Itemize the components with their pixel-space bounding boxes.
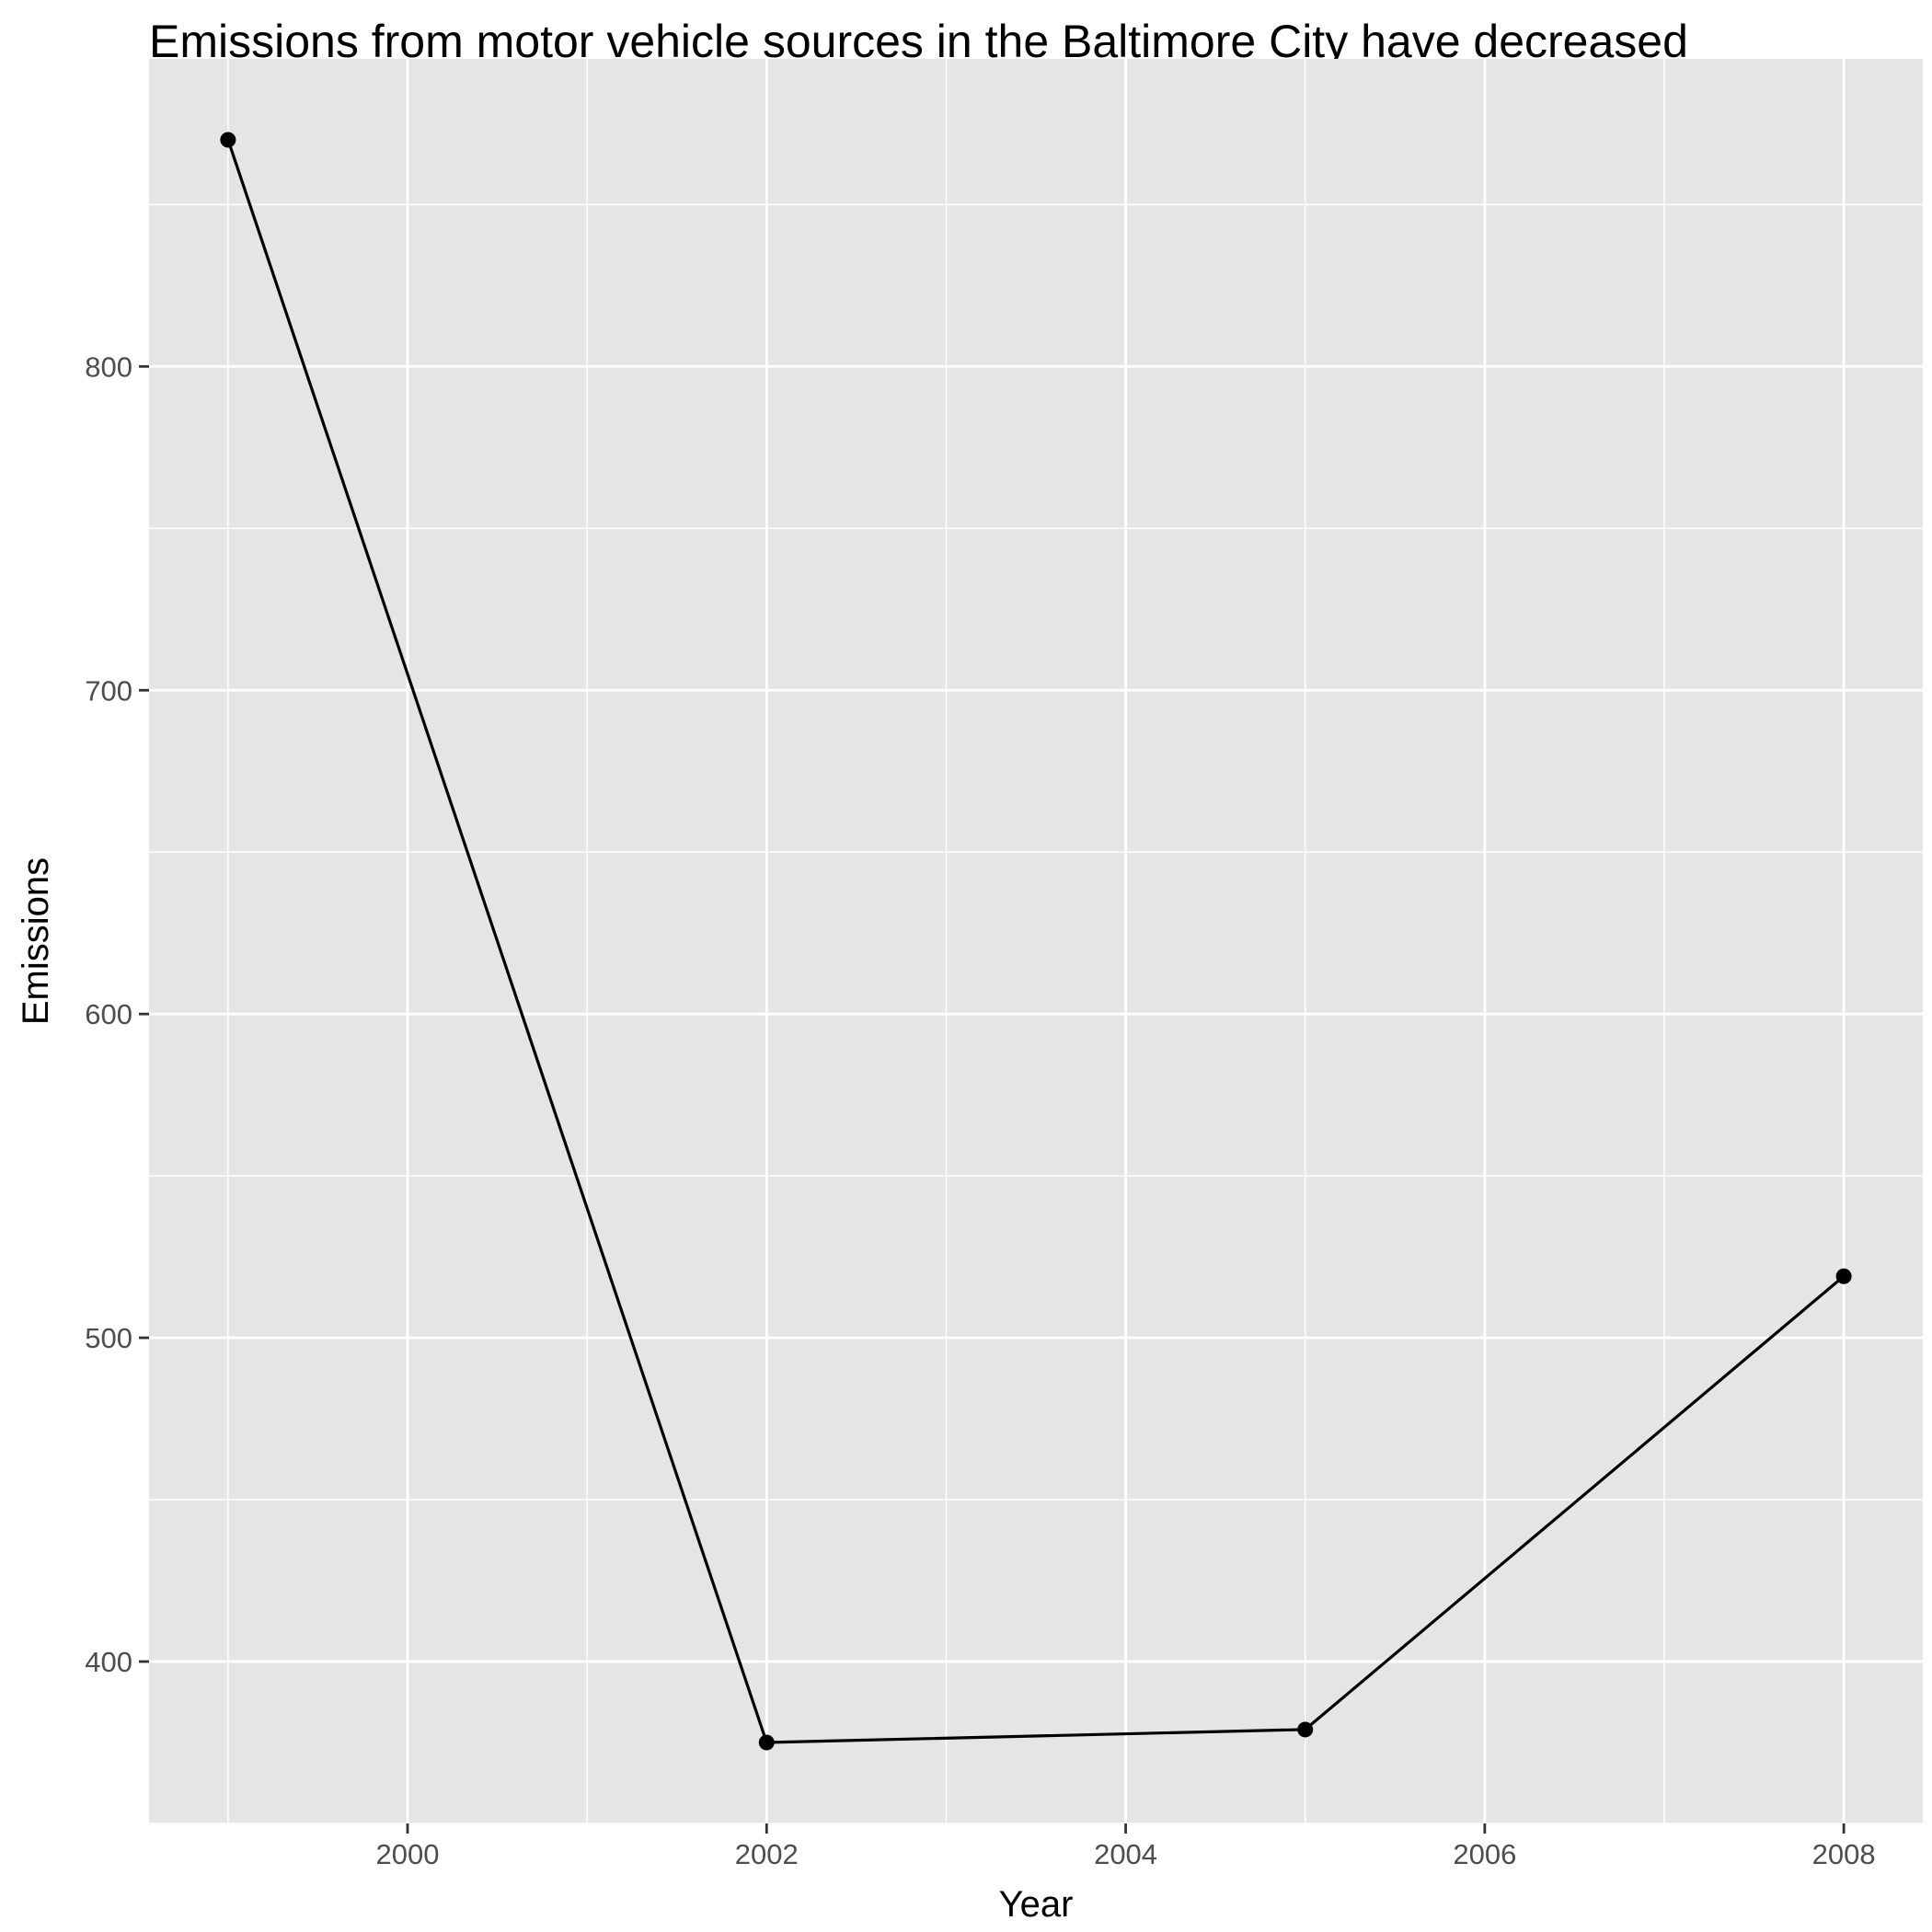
plot-panel [149, 59, 1923, 1823]
y-axis: 400 500 600 700 800 [85, 351, 149, 1678]
major-gridlines [149, 59, 1923, 1823]
y-tick-label: 600 [85, 998, 132, 1030]
series-line [226, 139, 1846, 1744]
x-tick-label: 2002 [735, 1838, 799, 1870]
x-tick-label: 2008 [1812, 1838, 1876, 1870]
x-axis-title: Year [999, 1884, 1074, 1925]
y-tick-label: 400 [85, 1646, 132, 1678]
data-point [758, 1734, 775, 1751]
series-layer [220, 132, 1852, 1751]
data-point [220, 132, 236, 148]
y-tick-label: 800 [85, 351, 132, 383]
x-tick-label: 2004 [1094, 1838, 1157, 1870]
y-tick-label: 500 [85, 1322, 132, 1354]
chart-title: Emissions from motor vehicle sources in … [149, 16, 1688, 67]
data-point [1835, 1268, 1852, 1284]
y-axis-title: Emissions [16, 857, 56, 1025]
x-axis: 2000 2002 2004 2006 2008 [376, 1823, 1876, 1870]
x-tick-label: 2000 [376, 1838, 440, 1870]
minor-gridlines [149, 59, 1923, 1824]
x-tick-label: 2006 [1453, 1838, 1516, 1870]
y-tick-label: 700 [85, 674, 132, 707]
data-point [1297, 1721, 1314, 1738]
